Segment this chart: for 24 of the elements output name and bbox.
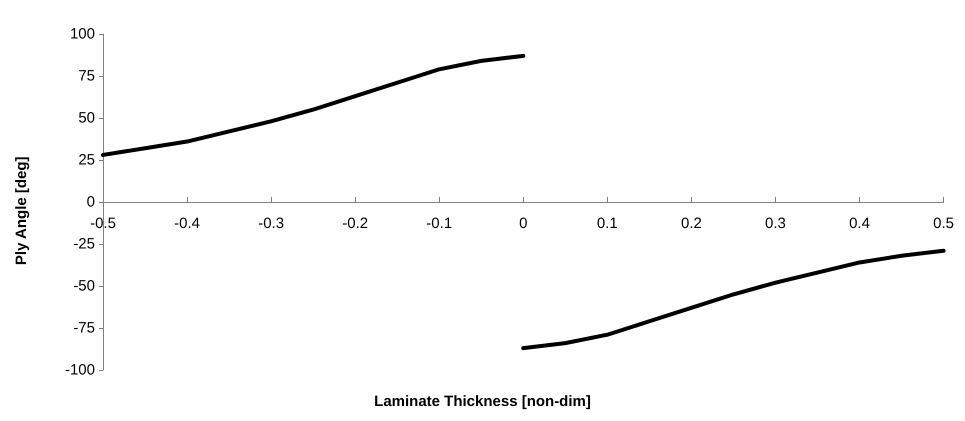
line-series: [101, 54, 526, 157]
x-tick-label: 0.1: [596, 215, 618, 232]
x-tick-label: -0.4: [174, 215, 200, 232]
x-tick-label: 0.3: [765, 215, 786, 232]
x-tick-label: 0.2: [680, 215, 702, 232]
y-tick-label: 50: [78, 110, 95, 126]
x-tick-label: -0.3: [258, 215, 284, 232]
line-series: [521, 248, 946, 350]
y-tick-label: -50: [73, 278, 95, 294]
x-tick-label: 0.5: [933, 215, 954, 232]
y-tick-label: 25: [78, 152, 95, 168]
x-tick-label: -0.5: [90, 215, 116, 232]
y-tick-label: 0: [86, 194, 95, 210]
x-tick-label: 0.4: [849, 215, 870, 232]
y-tick-label: 100: [70, 26, 95, 42]
y-tick-label: -25: [73, 236, 95, 252]
x-tick-label: -0.2: [342, 215, 368, 232]
x-tick-label: -0.1: [426, 215, 452, 232]
x-tick-label: 0: [519, 215, 528, 232]
y-tick-label: -100: [64, 362, 95, 378]
y-axis-title: Ply Angle [deg]: [13, 156, 30, 266]
y-tick-label: 75: [78, 68, 95, 84]
x-axis-title: Laminate Thickness [non-dim]: [374, 393, 591, 410]
y-tick-label: -75: [73, 320, 95, 336]
